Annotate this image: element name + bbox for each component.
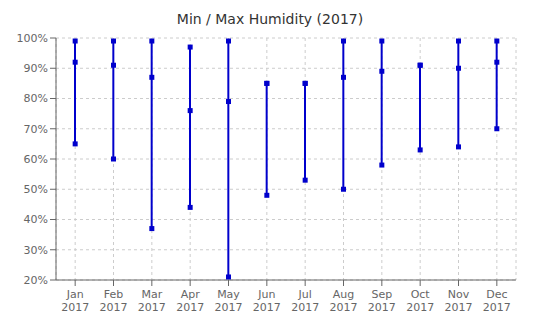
svg-text:Mar2017: Mar2017 (138, 288, 166, 314)
svg-text:100%: 100% (17, 32, 48, 45)
svg-text:Jul2017: Jul2017 (291, 288, 319, 314)
svg-text:Apr2017: Apr2017 (176, 288, 204, 314)
svg-text:Feb2017: Feb2017 (100, 288, 128, 314)
html-text:Min / Max Humidity (2017): Min / Max Humidity (2017) (176, 11, 364, 27)
svg-text:Oct2017: Oct2017 (406, 288, 434, 314)
svg-text:Jan2017: Jan2017 (61, 288, 89, 314)
svg-text:60%: 60% (24, 153, 48, 166)
svg-text:70%: 70% (24, 123, 48, 136)
svg-text:Aug2017: Aug2017 (330, 288, 358, 314)
svg-text:Dec2017: Dec2017 (483, 288, 511, 314)
svg-text:80%: 80% (24, 92, 48, 105)
svg-text:50%: 50% (24, 183, 48, 196)
svg-text:20%: 20% (24, 274, 48, 287)
svg-text:30%: 30% (24, 244, 48, 257)
svg-text:Nov2017: Nov2017 (445, 288, 473, 314)
svg-text:40%: 40% (24, 213, 48, 226)
svg-text:May2017: May2017 (215, 288, 243, 314)
svg-text:90%: 90% (24, 62, 48, 75)
svg-text:Jun2017: Jun2017 (253, 288, 281, 314)
svg-text:Sep2017: Sep2017 (368, 288, 396, 314)
